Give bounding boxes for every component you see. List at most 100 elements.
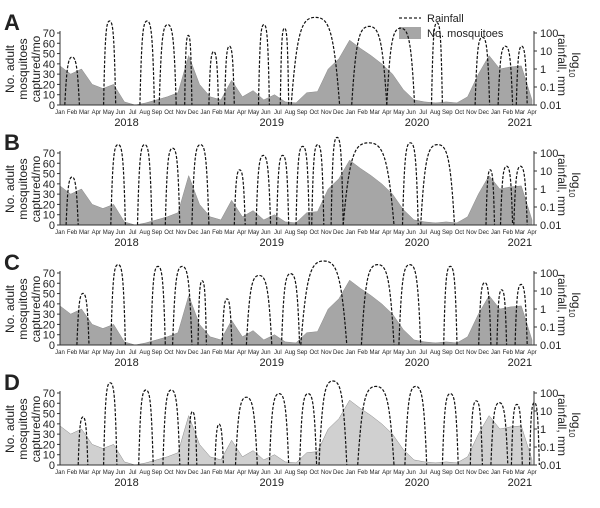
x-tick-label: Apr — [382, 350, 391, 356]
x-tick-label: Feb — [357, 110, 368, 116]
x-tick-label: Aug — [430, 110, 441, 116]
year-label: 2020 — [405, 117, 429, 129]
x-tick-label: Oct — [164, 110, 174, 116]
rainfall-arch — [497, 45, 514, 106]
y-tick-label: 40 — [43, 419, 55, 431]
x-tick-label: Aug — [430, 350, 441, 356]
x-tick-label: Apr — [382, 110, 391, 116]
x-tick-label: Jan — [491, 350, 501, 356]
x-tick-label: Apr — [92, 230, 101, 236]
x-tick-label: May — [103, 110, 114, 116]
legend-mosquitoes-label: No. mosquitoes — [427, 28, 504, 40]
mosquitoes-area — [59, 399, 533, 466]
x-tick-label: Sep — [297, 230, 308, 236]
y2-axis-title-subscript: 10 — [567, 429, 576, 438]
rainfall-arch — [76, 292, 90, 346]
x-tick-label: Feb — [67, 350, 78, 356]
x-tick-label: Feb — [212, 110, 223, 116]
y-tick-label: 40 — [43, 179, 55, 191]
rainfall-arch — [311, 143, 325, 226]
x-tick-label: Apr — [527, 350, 536, 356]
mosquitoes-area — [59, 279, 533, 346]
x-tick-label: Oct — [164, 350, 174, 356]
rainfall-arch — [398, 263, 422, 346]
x-tick-label: Dec — [188, 110, 199, 116]
x-tick-label: Aug — [430, 470, 441, 476]
y-tick-label: 50 — [43, 289, 55, 301]
y2-tick-label: 0.01 — [540, 220, 561, 232]
y-tick-label: 0 — [49, 100, 55, 112]
y-tick-label: 60 — [43, 38, 55, 50]
rainfall-arch — [514, 283, 528, 346]
x-tick-label: Mar — [224, 230, 234, 236]
y2-axis-title-line: rainfall, mm — [555, 394, 569, 456]
x-tick-label: Nov — [321, 230, 332, 236]
x-tick-label: Feb — [212, 470, 223, 476]
y-axis-title-line: No. adult — [3, 44, 17, 93]
rainfall-arch — [139, 20, 155, 106]
y-tick-label: 30 — [43, 189, 55, 201]
x-tick-label: Sep — [151, 350, 162, 356]
y-tick-label: 0 — [49, 460, 55, 472]
x-tick-label: Feb — [357, 470, 368, 476]
x-tick-label: Mar — [369, 110, 379, 116]
y2-tick-label: 100 — [540, 148, 558, 160]
y2-axis-title-line: rainfall, mm — [555, 34, 569, 96]
x-tick-label: Nov — [176, 470, 187, 476]
x-tick-label: Jun — [116, 470, 126, 476]
x-tick-label: Apr — [237, 110, 246, 116]
rainfall-arch — [443, 265, 458, 346]
x-tick-label: Sep — [297, 350, 308, 356]
y2-tick-label: 10 — [540, 286, 552, 298]
x-tick-label: Mar — [224, 110, 234, 116]
rainfall-arch — [342, 142, 395, 226]
y-tick-label: 10 — [43, 90, 55, 102]
x-tick-label: May — [103, 470, 114, 476]
panel-label: A — [4, 10, 20, 35]
rainfall-arch — [77, 416, 89, 466]
y-tick-label: 60 — [43, 398, 55, 410]
y-tick-label: 20 — [43, 79, 55, 91]
x-tick-label: Apr — [527, 230, 536, 236]
x-tick-label: Feb — [212, 350, 223, 356]
y-tick-label: 30 — [43, 69, 55, 81]
rainfall-arch — [197, 280, 207, 346]
y2-tick-label: 1 — [540, 304, 546, 316]
x-tick-label: Sep — [151, 470, 162, 476]
y-tick-label: 10 — [43, 210, 55, 222]
rainfall-arch — [184, 34, 193, 106]
rainfall-arch — [485, 169, 496, 226]
year-label: 2018 — [114, 357, 138, 369]
rainfall-series — [76, 260, 528, 346]
x-tick-label: May — [393, 470, 404, 476]
x-tick-label: Mar — [369, 350, 379, 356]
y-tick-label: 60 — [43, 278, 55, 290]
rainfall-arch — [290, 16, 341, 106]
x-tick-label: Feb — [357, 230, 368, 236]
x-tick-label: Oct — [455, 350, 465, 356]
x-tick-label: May — [103, 230, 114, 236]
x-tick-label: Nov — [466, 230, 477, 236]
x-tick-label: Nov — [176, 350, 187, 356]
x-tick-label: Oct — [164, 470, 174, 476]
x-tick-label: Nov — [321, 350, 332, 356]
x-tick-label: Nov — [176, 110, 187, 116]
x-tick-label: Dec — [333, 470, 344, 476]
y2-tick-label: 100 — [540, 268, 558, 280]
x-tick-label: Apr — [92, 470, 101, 476]
rainfall-arch — [280, 272, 301, 346]
x-tick-label: Jul — [274, 230, 282, 236]
legend-rainfall-label: Rainfall — [427, 13, 464, 25]
y-axis-title-line: captured/mo — [29, 155, 43, 222]
y-tick-label: 10 — [43, 330, 55, 342]
x-tick-label: Dec — [188, 470, 199, 476]
x-tick-label: Apr — [382, 230, 391, 236]
rainfall-arch — [103, 382, 118, 466]
y2-axis-title-line: rainfall, mm — [555, 274, 569, 336]
x-tick-label: Jul — [419, 470, 427, 476]
rainfall-arch — [136, 143, 153, 226]
x-tick-label: Aug — [139, 230, 150, 236]
y-tick-label: 50 — [43, 169, 55, 181]
x-tick-label: Aug — [285, 110, 296, 116]
